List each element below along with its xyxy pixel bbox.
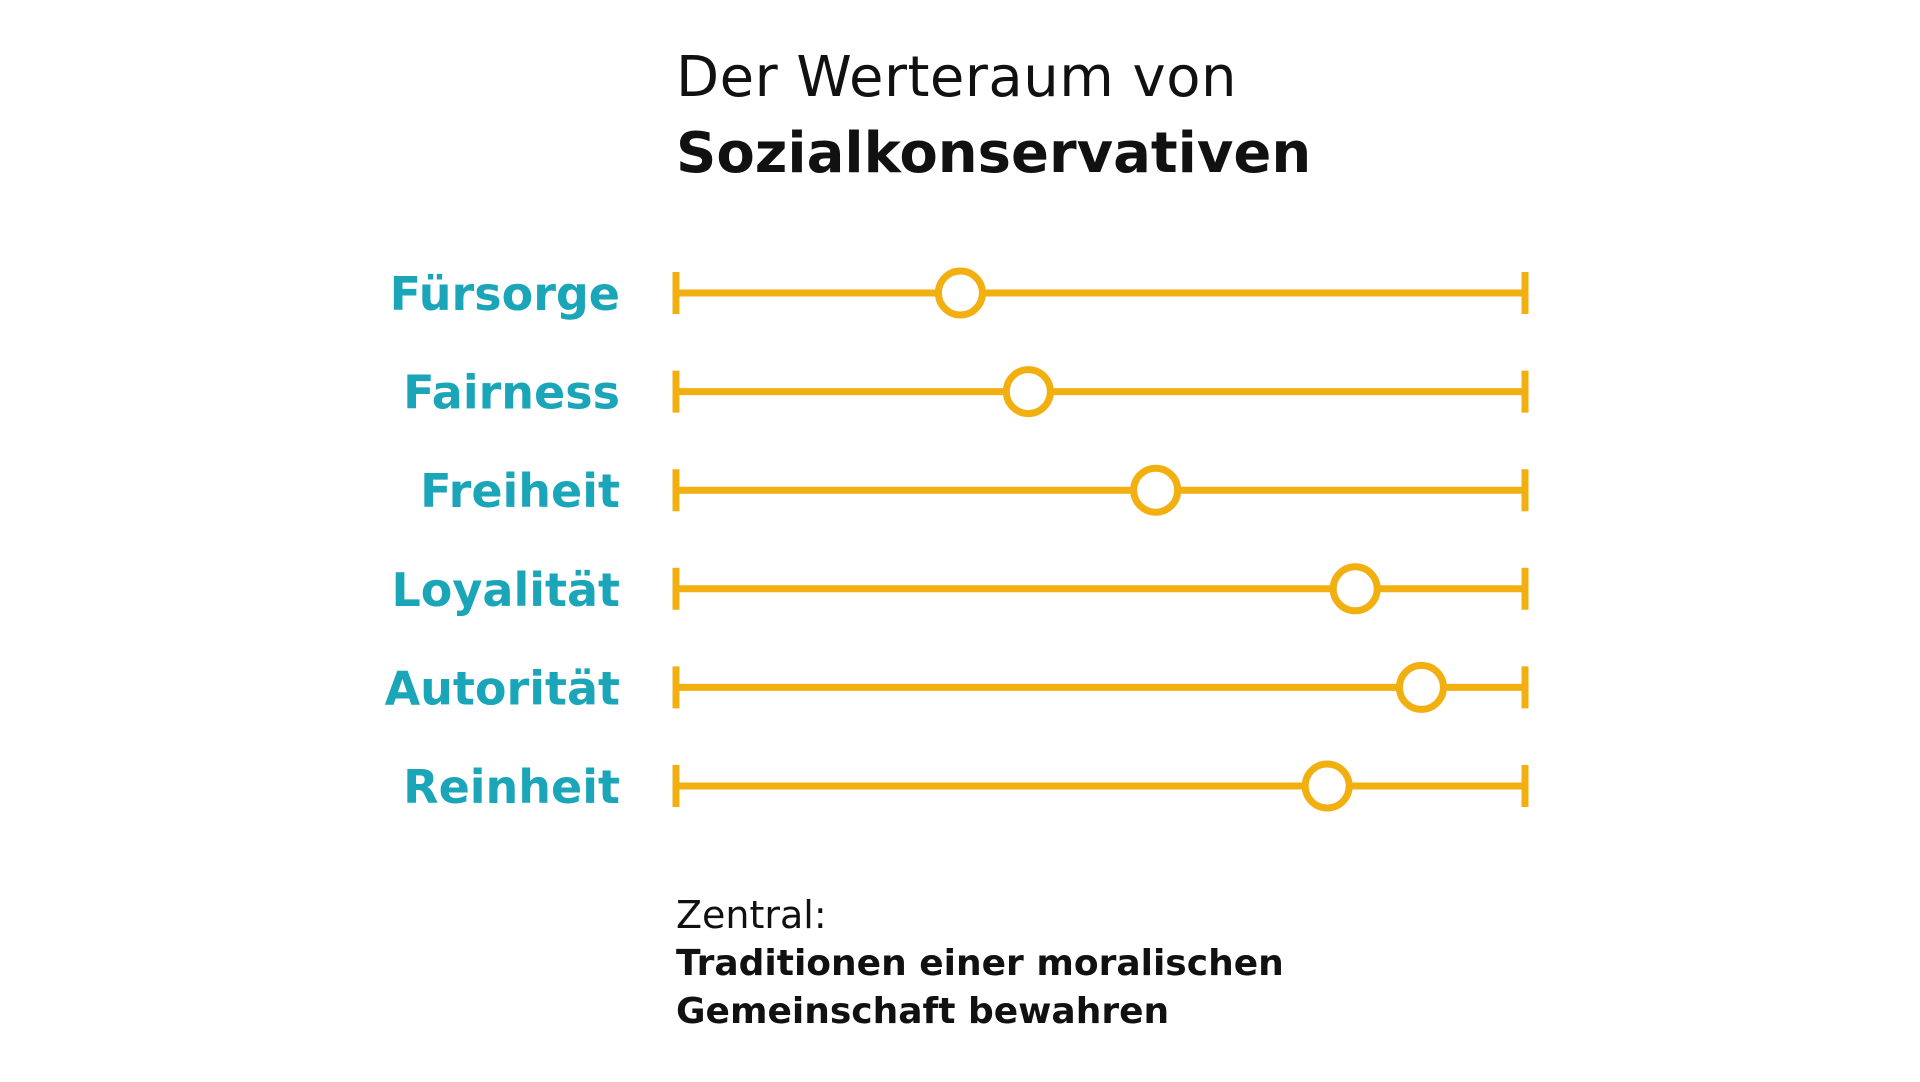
value-marker-loyalitaet xyxy=(1329,563,1381,615)
central-text: Traditionen einer moralischen Gemeinscha… xyxy=(676,943,1284,1032)
row-label-autoritaet: Autorität xyxy=(385,661,620,715)
row-label-freiheit: Freiheit xyxy=(420,464,620,518)
row-label-loyalitaet: Loyalität xyxy=(392,563,621,617)
row-label-fairness: Fairness xyxy=(403,366,620,420)
chart-title-line2: Sozialkonservativen xyxy=(676,121,1312,186)
value-marker-autoritaet xyxy=(1395,661,1447,713)
value-marker-reinheit xyxy=(1301,760,1353,812)
row-label-fuersorge: Fürsorge xyxy=(390,267,620,321)
row-label-reinheit: Reinheit xyxy=(403,760,620,814)
value-marker-fuersorge xyxy=(934,267,986,319)
chart-title-line1: Der Werteraum von xyxy=(676,45,1237,110)
central-statement: Zentral: Traditionen einer moralischen G… xyxy=(676,890,1556,1036)
value-marker-fairness xyxy=(1002,366,1054,418)
chart-title: Der Werteraum von Sozialkonservativen xyxy=(676,40,1311,192)
central-label: Zentral: xyxy=(676,893,827,937)
value-marker-freiheit xyxy=(1130,464,1182,516)
